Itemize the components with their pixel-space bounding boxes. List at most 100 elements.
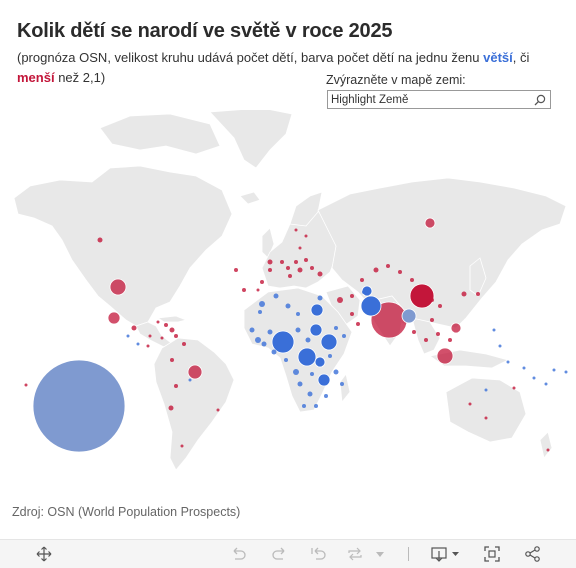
- southeast-asia: [411, 317, 441, 355]
- country-bubble: [180, 444, 184, 448]
- bubble-bangladesh: [401, 308, 417, 324]
- country-bubble: [169, 327, 175, 333]
- country-bubble: [436, 332, 440, 336]
- country-bubble: [256, 288, 260, 292]
- country-bubble: [317, 271, 323, 277]
- country-bubble: [148, 334, 152, 338]
- bubble-mexico: [107, 311, 121, 325]
- fullscreen-icon[interactable]: [483, 545, 501, 563]
- country-bubble: [373, 267, 379, 273]
- country-bubble: [546, 448, 550, 452]
- toolbar-divider: [408, 547, 409, 561]
- country-bubble: [126, 334, 130, 338]
- country-bubble: [188, 378, 192, 382]
- country-bubble: [271, 349, 277, 355]
- country-bubble: [24, 383, 28, 387]
- country-bubble: [216, 408, 220, 412]
- country-bubble: [398, 270, 402, 274]
- country-bubble: [334, 326, 338, 330]
- revert-icon[interactable]: [310, 545, 328, 563]
- country-bubble: [258, 310, 262, 314]
- greenland: [209, 110, 293, 169]
- country-bubble: [293, 369, 299, 375]
- move-icon[interactable]: [36, 545, 52, 563]
- undo-icon[interactable]: [230, 545, 248, 563]
- country-bubble: [498, 344, 502, 348]
- bubble-china: [409, 283, 435, 309]
- scandinavia: [289, 191, 323, 227]
- country-bubble: [97, 237, 103, 243]
- country-bubble: [296, 312, 300, 316]
- bubble-sudan: [309, 323, 323, 337]
- japan: [469, 257, 487, 297]
- refresh-icon[interactable]: [346, 545, 364, 563]
- country-bubble: [484, 416, 488, 420]
- country-bubble: [295, 327, 301, 333]
- search-icon[interactable]: [534, 94, 546, 106]
- country-bubble: [304, 258, 308, 262]
- country-bubble: [297, 381, 303, 387]
- country-bubble: [328, 354, 332, 358]
- asia: [317, 177, 567, 329]
- country-bubble: [294, 260, 298, 264]
- country-bubble: [160, 336, 164, 340]
- world-map[interactable]: [0, 110, 576, 500]
- country-bubble: [268, 268, 272, 272]
- share-icon[interactable]: [524, 545, 542, 563]
- source-note: Zdroj: OSN (World Population Prospects): [12, 505, 241, 519]
- country-bubble: [164, 323, 168, 327]
- country-bubble: [260, 280, 264, 284]
- country-bubble: [314, 404, 318, 408]
- bubble-indonesia: [436, 347, 454, 365]
- country-bubble: [350, 294, 354, 298]
- country-bubble: [340, 382, 344, 386]
- bubble-uganda: [314, 356, 326, 368]
- country-bubble: [492, 328, 496, 332]
- country-bubble: [307, 391, 313, 397]
- bubble-ethiopia: [320, 333, 338, 351]
- country-bubble: [522, 366, 526, 370]
- country-bubble: [310, 372, 314, 376]
- subtitle-smaller: menší: [17, 70, 55, 85]
- country-bubble: [468, 402, 472, 406]
- country-bubble: [304, 234, 308, 238]
- country-bubble: [484, 388, 488, 392]
- country-bubble: [362, 290, 366, 294]
- download-icon[interactable]: [430, 545, 460, 563]
- bubble-highlight-country: [32, 359, 126, 453]
- country-bubble: [255, 337, 261, 343]
- country-bubble: [174, 334, 178, 338]
- country-bubble: [476, 292, 480, 296]
- country-bubble: [285, 303, 291, 309]
- country-bubble: [182, 342, 186, 346]
- country-bubble: [146, 344, 150, 348]
- highlight-search-box[interactable]: [327, 90, 551, 109]
- country-bubble: [234, 268, 238, 272]
- new-zealand: [539, 431, 553, 459]
- country-bubble: [448, 338, 452, 342]
- country-bubble: [360, 278, 364, 282]
- redo-icon[interactable]: [270, 545, 288, 563]
- country-bubble: [242, 288, 246, 292]
- country-bubble: [288, 274, 292, 278]
- country-bubble: [356, 322, 360, 326]
- toolbar: [0, 539, 576, 568]
- subtitle-bigger: větší: [483, 50, 513, 65]
- highlight-label: Zvýrazněte v mapě zemi:: [326, 73, 466, 87]
- birth-bubbles: [32, 217, 462, 453]
- highlight-country-input[interactable]: [328, 91, 531, 108]
- bubble-philippines: [450, 322, 462, 334]
- country-bubble: [512, 386, 516, 390]
- country-bubble: [424, 338, 428, 342]
- country-bubble: [410, 278, 414, 282]
- bubble-usa: [109, 278, 127, 296]
- bubble-tanzania: [317, 373, 331, 387]
- pause-icon[interactable]: [374, 545, 386, 563]
- country-bubble: [298, 246, 302, 250]
- small-country-dots: [24, 228, 568, 452]
- country-bubble: [284, 358, 288, 362]
- country-bubble: [136, 342, 140, 346]
- bubble-egypt: [310, 303, 324, 317]
- country-bubble: [532, 376, 536, 380]
- country-bubble: [333, 369, 339, 375]
